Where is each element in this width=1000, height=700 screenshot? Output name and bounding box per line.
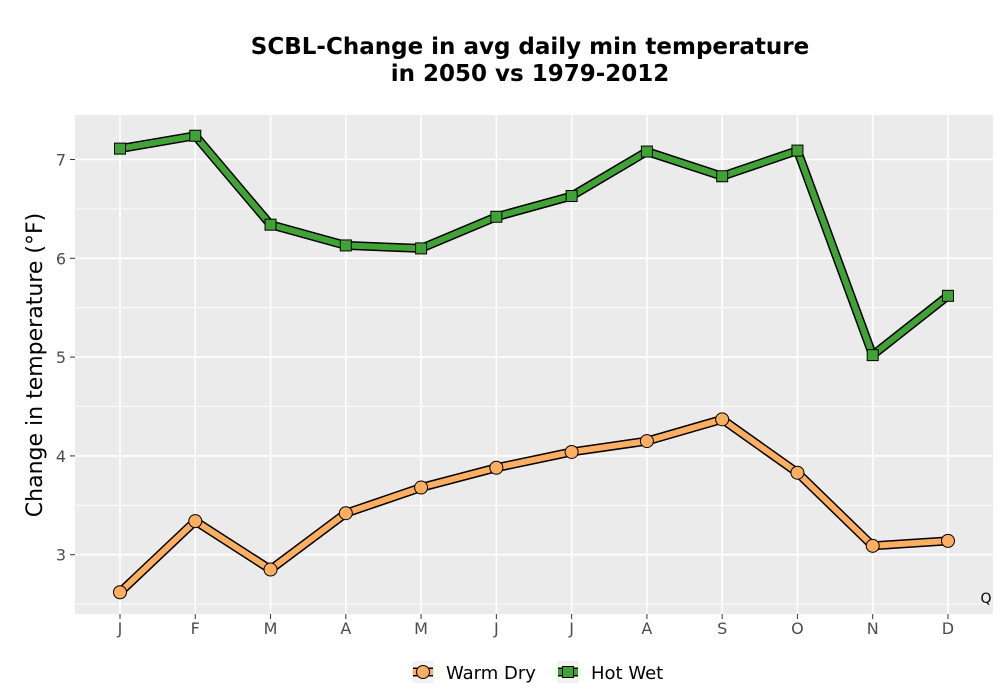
data-point — [189, 129, 202, 142]
y-axis: 3 4 5 6 7 — [56, 150, 75, 565]
data-point — [639, 434, 654, 449]
x-tick-label: M — [414, 619, 428, 638]
chart-title-line1: SCBL-Change in avg daily min temperature — [251, 34, 809, 60]
data-point — [564, 444, 579, 459]
grid-major — [75, 115, 993, 614]
x-tick-label: A — [340, 619, 351, 638]
data-point — [716, 170, 729, 183]
x-tick-label: D — [942, 619, 954, 638]
data-point — [940, 533, 955, 548]
x-tick-label: A — [641, 619, 652, 638]
x-tick-label: O — [791, 619, 804, 638]
data-point — [640, 145, 653, 158]
data-point — [338, 506, 353, 521]
chart-annotation: Q — [980, 591, 991, 607]
data-point — [565, 190, 578, 203]
x-tick-label: N — [867, 619, 879, 638]
data-point — [865, 538, 880, 553]
chart-title-line2: in 2050 vs 1979-2012 — [391, 61, 670, 87]
data-point — [188, 514, 203, 529]
series-layer — [113, 129, 955, 600]
data-point — [941, 289, 954, 302]
data-point — [866, 349, 879, 362]
legend-label: Warm Dry — [446, 663, 536, 684]
data-point — [415, 242, 428, 255]
data-point — [264, 218, 277, 231]
legend: Warm Dry Hot Wet — [412, 661, 663, 684]
data-point — [414, 480, 429, 495]
data-point — [790, 465, 805, 480]
data-point — [489, 460, 504, 475]
y-tick-label: 7 — [56, 150, 66, 169]
data-point — [791, 144, 804, 157]
y-axis-label: Change in temperature (°F) — [23, 213, 48, 517]
legend-label: Hot Wet — [591, 663, 663, 684]
y-tick-label: 5 — [56, 348, 66, 367]
plot-panel — [75, 115, 993, 614]
x-tick-label: M — [264, 619, 278, 638]
data-point — [114, 142, 126, 155]
x-tick-label: F — [191, 619, 200, 638]
data-point — [490, 210, 503, 223]
x-tick-label: J — [493, 619, 499, 638]
y-tick-label: 3 — [56, 546, 66, 565]
x-tick-label: J — [568, 619, 574, 638]
legend-key-marker — [416, 665, 430, 679]
series-line — [117, 416, 951, 596]
data-point — [339, 239, 352, 252]
legend-key-marker — [562, 666, 574, 678]
data-point — [113, 585, 127, 600]
y-tick-label: 4 — [56, 447, 66, 466]
data-point — [715, 412, 730, 427]
x-tick-label: J — [117, 619, 123, 638]
y-tick-label: 6 — [56, 249, 66, 268]
x-tick-label: S — [717, 619, 727, 638]
series-line — [117, 132, 951, 359]
data-point — [263, 562, 278, 577]
